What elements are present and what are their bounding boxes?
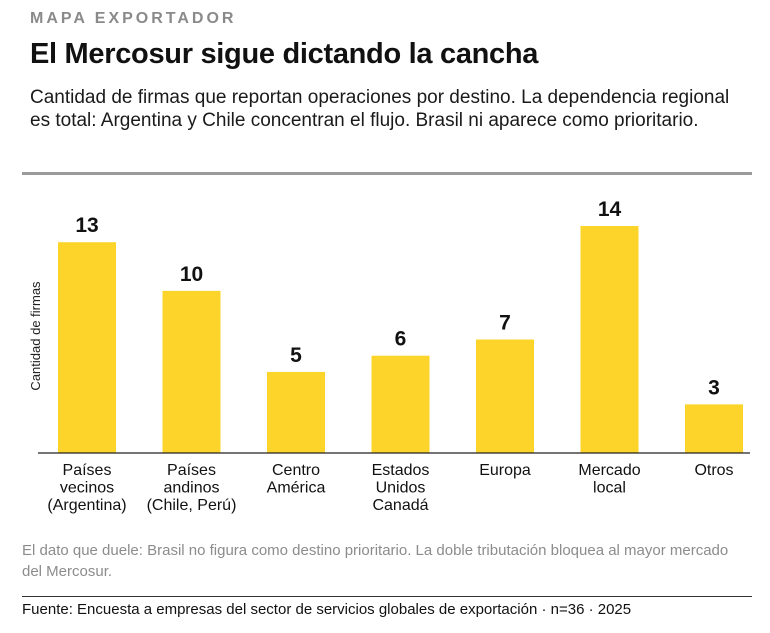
bar-value-label-0: 13 — [75, 214, 98, 237]
bar-2 — [267, 371, 325, 453]
x-tick-line: Unidos — [376, 480, 426, 497]
chart-kicker: MAPA EXPORTADOR — [30, 10, 237, 27]
bar-0 — [58, 242, 116, 453]
x-tick-line: Canadá — [372, 497, 428, 514]
bar-value-label-5: 14 — [598, 198, 622, 221]
bar-5 — [580, 226, 639, 453]
chart-source: Fuente: Encuesta a empresas del sector d… — [22, 601, 632, 618]
bar-value-label-1: 10 — [180, 263, 203, 286]
x-tick-line: Otros — [694, 462, 733, 479]
x-tick-line: (Argentina) — [47, 497, 126, 514]
x-tick-line: local — [593, 480, 626, 497]
bar-value-label-3: 6 — [395, 328, 407, 351]
x-tick-label-4: Europa — [479, 462, 531, 479]
chart-subtitle: Cantidad de firmas que reportan operacio… — [30, 87, 730, 131]
source-divider — [22, 596, 752, 597]
bar-value-label-2: 5 — [290, 344, 302, 367]
x-tick-line: Países — [167, 462, 216, 479]
x-tick-label-2: Centro América — [267, 462, 326, 497]
x-tick-label-0: Países vecinos (Argentina) — [47, 462, 126, 514]
x-tick-line: andinos — [163, 480, 219, 497]
y-axis-label: Cantidad de firmas — [28, 281, 43, 391]
x-tick-line: Estados — [372, 462, 430, 479]
x-tick-label-3: Estados Unidos Canadá — [372, 462, 430, 514]
x-tick-line: vecinos — [60, 480, 114, 497]
x-tick-line: (Chile, Perú) — [147, 497, 237, 514]
chart-title: El Mercosur sigue dictando la cancha — [30, 38, 539, 70]
x-tick-line: Centro — [272, 462, 320, 479]
x-tick-label-5: Mercado local — [578, 462, 640, 497]
x-tick-line: Países — [63, 462, 112, 479]
bar-1 — [162, 290, 221, 453]
bar-value-label-6: 3 — [708, 376, 720, 399]
x-tick-line: Mercado — [578, 462, 640, 479]
x-tick-line: Europa — [479, 462, 531, 479]
x-tick-label-1: Países andinos (Chile, Perú) — [147, 462, 237, 514]
x-tick-line: América — [267, 480, 326, 497]
bar-4 — [476, 339, 534, 453]
bar-3 — [371, 355, 430, 453]
bar-6 — [685, 404, 743, 453]
chart-note: El dato que duele: Brasil no figura como… — [22, 542, 729, 580]
bar-value-label-4: 7 — [499, 312, 511, 335]
header-divider — [22, 172, 752, 175]
x-tick-label-6: Otros — [694, 462, 733, 479]
